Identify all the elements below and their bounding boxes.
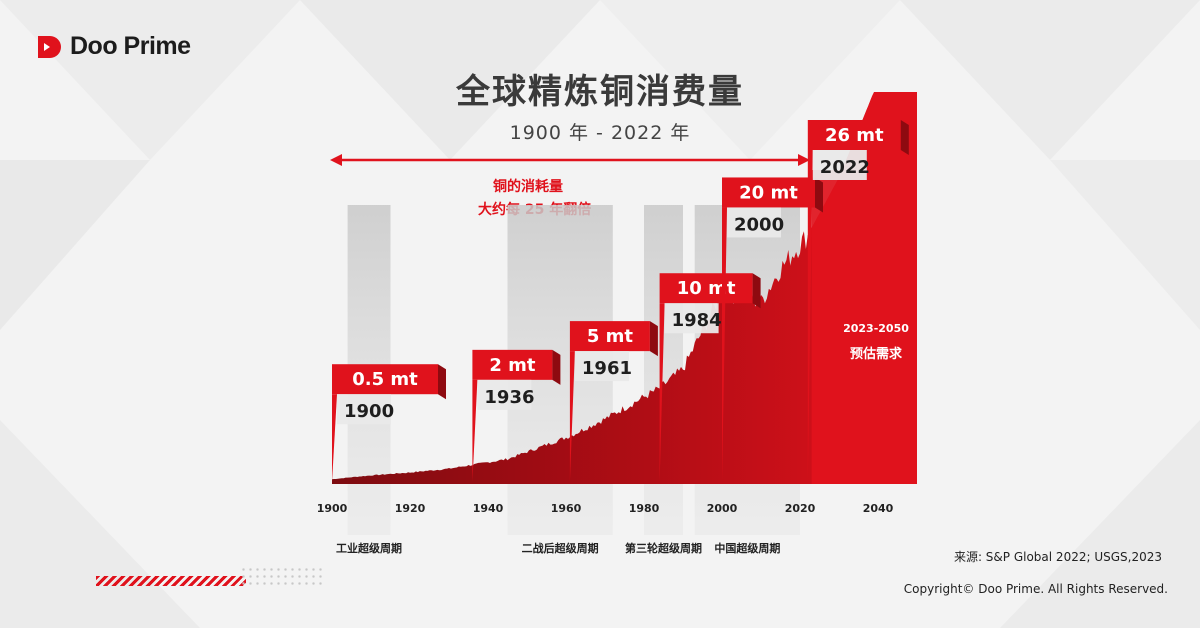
milestone-year: 2022 <box>820 157 870 178</box>
supercycle-label: 二战后超级周期 <box>522 541 599 555</box>
milestone-spike <box>807 150 813 482</box>
x-tick-label: 2040 <box>863 502 894 515</box>
estimate-label: 2023-2050 预估需求 <box>826 322 926 362</box>
x-tick-label: 1920 <box>395 502 426 515</box>
x-tick-label: 1960 <box>551 502 582 515</box>
consumption-area <box>332 92 917 484</box>
brand-name: Doo Prime <box>70 32 191 60</box>
timeline-arrow <box>330 154 810 166</box>
estimate-years: 2023-2050 <box>843 322 909 335</box>
estimate-text: 预估需求 <box>849 347 902 362</box>
copyright: Copyright© Doo Prime. All Rights Reserve… <box>903 582 1168 596</box>
decorative-stripes <box>96 576 246 586</box>
milestone-value: 20 mt <box>739 182 798 203</box>
milestone-value: 10 mt <box>677 278 736 299</box>
estimate-area <box>811 92 917 484</box>
milestone-badge: 26 mt 2022 <box>807 120 909 180</box>
milestone-spike <box>659 303 665 482</box>
supercycle-label: 第三轮超级周期 <box>625 541 702 555</box>
x-tick-label: 2020 <box>785 502 816 515</box>
milestone-year: 1961 <box>582 358 632 379</box>
milestone-year: 2000 <box>734 214 784 235</box>
milestone-year: 1900 <box>344 401 394 422</box>
milestone-spike <box>569 351 575 482</box>
chart-title: 全球精炼铜消费量 <box>456 72 744 112</box>
milestone-badge: 2 mt 1936 <box>472 349 561 410</box>
supercycle-label: 中国超级周期 <box>714 541 780 555</box>
milestone-value: 2 mt <box>489 355 536 376</box>
x-tick-label: 2000 <box>707 502 738 515</box>
supercycle-label: 工业超级周期 <box>336 541 402 555</box>
milestone-spike <box>332 394 337 482</box>
milestone-year: 1984 <box>672 310 722 331</box>
x-tick-label: 1900 <box>317 502 348 515</box>
x-tick-label: 1980 <box>629 502 660 515</box>
milestone-badge: 10 mt 1984 <box>659 273 761 334</box>
decorative-dots <box>240 566 326 588</box>
milestone-spike <box>472 379 478 482</box>
milestone-badge: 5 mt 1961 <box>569 321 658 382</box>
doo-prime-logo-icon <box>38 35 61 58</box>
milestone-spike <box>722 207 727 482</box>
annotation-line-1: 铜的消耗量 <box>493 179 563 195</box>
milestone-badge: 0.5 mt 1900 <box>332 364 446 425</box>
milestone-value: 26 mt <box>825 125 884 146</box>
milestone-year: 1936 <box>484 387 534 408</box>
chart-subtitle: 1900 年 - 2022 年 <box>509 122 691 144</box>
brand-logo: Doo Prime <box>36 32 191 61</box>
milestone-value: 5 mt <box>587 326 634 347</box>
milestone-badge: 20 mt 2000 <box>722 177 823 238</box>
source-note: 来源: S&P Global 2022; USGS,2023 <box>953 550 1162 564</box>
milestone-value: 0.5 mt <box>352 369 418 390</box>
x-tick-label: 1940 <box>473 502 504 515</box>
